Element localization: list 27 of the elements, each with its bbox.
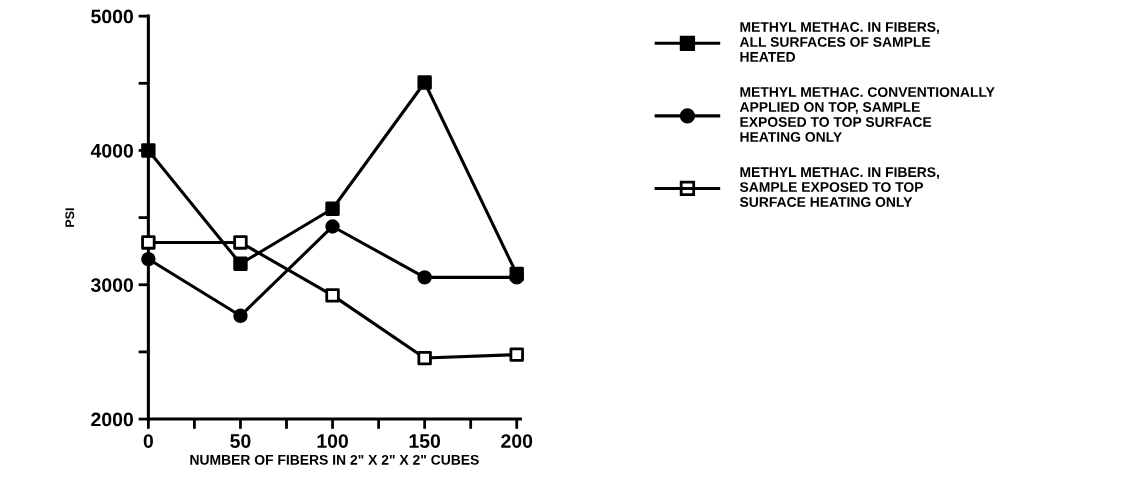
legend-label: METHYL METHAC. IN FIBERS, ALL SURFACES OF SAMPLE HEATED: [739, 22, 939, 62]
x-tick-label: 0: [143, 434, 153, 448]
point: [141, 235, 156, 250]
x-tick-label: 200: [501, 434, 533, 448]
y-tick-label: 2000: [91, 412, 133, 427]
point: [509, 266, 524, 282]
y-tick-label: 4000: [90, 143, 133, 158]
point: [509, 347, 524, 362]
point: [417, 350, 432, 366]
x-axis-title: NUMBER OF FIBERS IN 2" X 2" X 2" CUBES: [190, 454, 479, 465]
x-tick-label: 100: [317, 434, 348, 448]
y-axis-title: PSI: [65, 208, 75, 227]
point: [417, 75, 432, 90]
point: [325, 288, 340, 303]
point: [325, 201, 340, 216]
point: [233, 235, 248, 250]
y-tick-label: 3000: [90, 278, 133, 293]
point: [233, 256, 248, 272]
x-tick-label: 150: [409, 434, 441, 448]
point: [233, 308, 248, 323]
legend-label: METHYL METHAC. IN FIBERS, SAMPLE EXPOSED TO TOP SURFACE HEATING ONLY: [739, 167, 939, 207]
point: [417, 270, 432, 285]
x-tick-label: 50: [230, 434, 251, 448]
legend-label: METHYL METHAC. CONVENTIONALLY APPLIED ON TOP, SAMPLE EXPOSED TO TOP SURFACE HEATING ONLY: [739, 87, 995, 142]
y-tick-label: 5000: [91, 9, 133, 24]
point: [325, 219, 340, 234]
point: [141, 251, 156, 267]
